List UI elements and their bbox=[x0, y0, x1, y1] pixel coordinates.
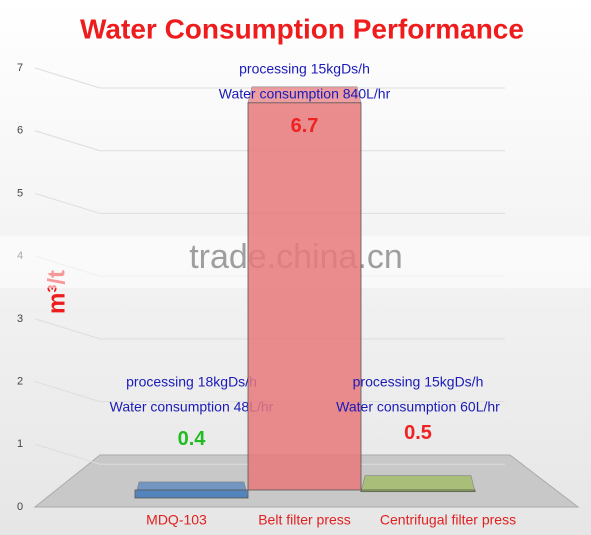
annotation: processing 18kgDs/h bbox=[126, 374, 257, 390]
x-tick-label: Centrifugal filter press bbox=[380, 512, 516, 528]
annotation: Water consumption 60L/hr bbox=[336, 399, 500, 415]
y-tick-label: 0 bbox=[17, 501, 23, 513]
value-label: 0.5 bbox=[404, 422, 432, 444]
y-tick-label: 7 bbox=[17, 62, 23, 74]
x-tick-label: Belt filter press bbox=[258, 512, 351, 528]
grid-line bbox=[34, 443, 505, 465]
grid-line bbox=[34, 318, 505, 340]
annotation: processing 15kgDs/h bbox=[239, 61, 370, 77]
x-tick-label: MDQ-103 bbox=[146, 512, 207, 528]
value-label: 6.7 bbox=[291, 115, 319, 137]
chart-title: Water Consumption Performance bbox=[80, 13, 524, 44]
grid-line bbox=[34, 130, 505, 152]
annotation: Water consumption 840L/hr bbox=[219, 86, 391, 102]
value-label: 0.4 bbox=[178, 428, 207, 450]
annotation: Water consumption 48L/hr bbox=[110, 399, 274, 415]
bar bbox=[360, 489, 476, 493]
y-tick-label: 3 bbox=[17, 313, 23, 325]
y-tick-label: 5 bbox=[17, 187, 23, 199]
y-tick-label: 1 bbox=[17, 438, 23, 450]
bar bbox=[134, 489, 249, 499]
grid-line bbox=[34, 67, 505, 89]
grid-line bbox=[34, 192, 505, 214]
grid-line bbox=[34, 381, 505, 403]
y-tick-label: 6 bbox=[17, 125, 23, 137]
annotation: processing 15kgDs/h bbox=[353, 374, 484, 390]
bar-top bbox=[360, 475, 476, 492]
y-tick-label: 2 bbox=[17, 375, 23, 387]
bar bbox=[247, 102, 362, 491]
